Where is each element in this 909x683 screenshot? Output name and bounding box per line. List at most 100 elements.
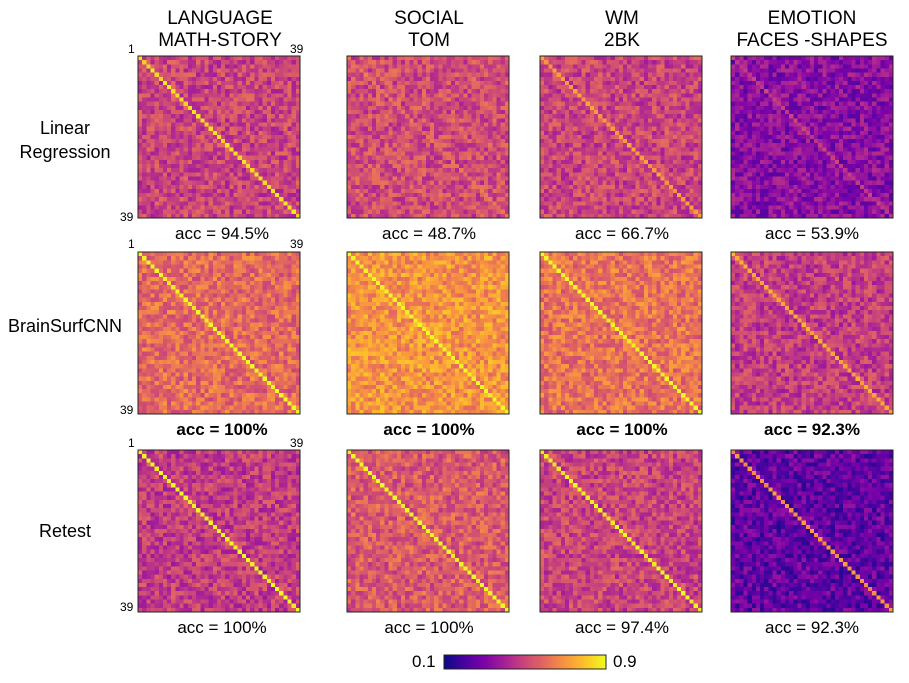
heatmap-cell xyxy=(747,72,753,78)
heatmap-cell xyxy=(380,159,385,165)
heatmap-cell xyxy=(421,126,427,132)
heatmap-cell xyxy=(552,143,557,148)
heatmap-cell xyxy=(442,143,447,148)
heatmap-cell xyxy=(685,130,690,136)
heatmap-cell xyxy=(693,76,699,82)
heatmap-cell xyxy=(405,176,410,181)
heatmap-cell xyxy=(693,114,699,119)
heatmap-cell xyxy=(496,130,501,136)
heatmap-cell xyxy=(648,188,653,194)
heatmap-cell xyxy=(446,64,452,69)
heatmap-cell xyxy=(363,101,369,107)
heatmap-cell xyxy=(548,105,553,111)
heatmap-cell xyxy=(577,114,582,119)
heatmap-cell xyxy=(279,56,284,61)
heatmap-cell xyxy=(484,105,489,111)
heatmap-cell xyxy=(581,101,586,107)
heatmap-cell xyxy=(430,155,435,161)
heatmap-cell xyxy=(287,76,292,82)
heatmap-cell xyxy=(208,205,214,210)
heatmap-cell xyxy=(392,205,398,210)
heatmap-cell xyxy=(540,176,545,181)
heatmap-cell xyxy=(233,147,238,152)
heatmap-cell xyxy=(564,72,570,78)
heatmap-cell xyxy=(384,180,389,186)
heatmap-cell xyxy=(822,56,827,61)
heatmap-cell xyxy=(430,151,435,156)
heatmap-cell xyxy=(384,97,389,102)
heatmap-cell xyxy=(577,64,582,69)
heatmap-cell xyxy=(548,197,553,202)
heatmap-cell xyxy=(830,56,836,61)
heatmap-cell xyxy=(847,72,852,78)
heatmap-cell xyxy=(573,205,578,210)
heatmap-cell xyxy=(246,130,251,136)
heatmap-cell xyxy=(664,105,670,111)
heatmap-cell xyxy=(384,151,389,156)
heatmap-cell xyxy=(789,68,794,73)
heatmap-cell xyxy=(496,143,501,148)
heatmap-cell xyxy=(367,193,373,198)
heatmap-cell xyxy=(392,122,398,127)
heatmap-cell xyxy=(785,89,790,94)
heatmap-cell xyxy=(627,72,632,78)
heatmap-cell xyxy=(158,114,164,119)
heatmap-cell xyxy=(855,93,861,98)
heatmap-cell xyxy=(560,197,566,202)
heatmap-cell xyxy=(569,188,574,194)
heatmap-cell xyxy=(610,155,616,161)
heatmap-cell xyxy=(371,130,377,136)
heatmap-cell xyxy=(851,80,856,86)
heatmap-cell xyxy=(573,168,578,173)
heatmap-cell xyxy=(351,56,356,61)
heatmap-cell xyxy=(776,80,782,86)
heatmap-cell xyxy=(814,80,819,86)
heatmap-cell xyxy=(668,193,674,198)
heatmap-cell xyxy=(434,134,439,140)
row-label-line2: Regression xyxy=(19,142,111,162)
heatmap-cell xyxy=(225,147,230,152)
heatmap-cell xyxy=(627,213,632,219)
heatmap-cell xyxy=(635,110,640,115)
heatmap-cell xyxy=(175,85,180,90)
heatmap-cell xyxy=(459,134,464,140)
heatmap-cell xyxy=(212,110,218,115)
heatmap-cell xyxy=(142,97,147,102)
heatmap-cell xyxy=(656,159,661,165)
heatmap-cell xyxy=(351,143,356,148)
heatmap-cell xyxy=(884,72,890,78)
heatmap-cell xyxy=(287,110,292,115)
heatmap-cell xyxy=(158,176,164,181)
heatmap-cell xyxy=(171,105,176,111)
heatmap-cell xyxy=(384,64,389,69)
heatmap-cell xyxy=(664,56,670,61)
heatmap-cell xyxy=(594,122,599,127)
heatmap-cell xyxy=(540,80,545,86)
heatmap-cell xyxy=(639,64,645,69)
tick-label-start: 1 xyxy=(128,42,135,56)
heatmap-cell xyxy=(179,97,184,102)
heatmap-cell xyxy=(681,101,686,107)
heatmap-cell xyxy=(250,168,255,173)
heatmap-cell xyxy=(388,155,393,161)
heatmap-cell xyxy=(552,147,557,152)
heatmap-cell xyxy=(167,139,172,144)
heatmap-cell xyxy=(438,201,443,206)
heatmap-cell xyxy=(660,130,665,136)
heatmap-cell xyxy=(544,201,549,206)
heatmap-cell xyxy=(446,193,452,198)
heatmap-cell xyxy=(380,197,385,202)
heatmap-cell xyxy=(421,205,427,210)
heatmap-cell xyxy=(643,155,649,161)
heatmap-cell xyxy=(697,60,703,65)
heatmap-cell xyxy=(216,97,222,102)
heatmap-cell xyxy=(569,68,574,73)
heatmap-cell xyxy=(363,205,369,210)
heatmap-cell xyxy=(581,56,586,61)
heatmap-cell xyxy=(279,126,284,132)
heatmap-cell xyxy=(471,164,477,169)
heatmap-cell xyxy=(450,101,456,107)
heatmap-cell xyxy=(359,76,364,82)
heatmap-cell xyxy=(401,151,406,156)
heatmap-cell xyxy=(417,101,423,107)
